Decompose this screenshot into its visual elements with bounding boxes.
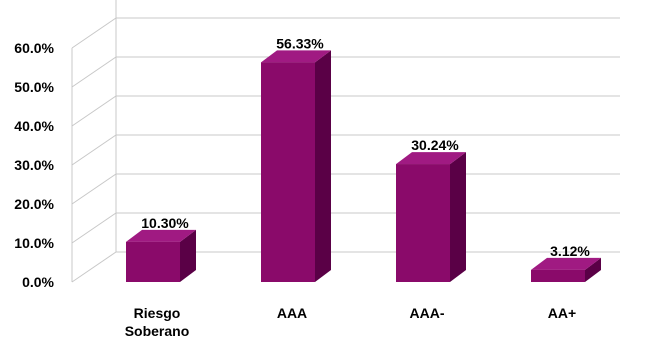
bar-front-face [396, 164, 450, 282]
y-tick-label: 0.0% [22, 274, 54, 290]
bar-front-face [261, 62, 315, 282]
bar-top-face [261, 50, 331, 63]
x-category-label: Riesgo Soberano [125, 305, 190, 339]
y-tick-label: 40.0% [14, 118, 54, 134]
x-category-label-line: AAA [277, 305, 307, 321]
x-category-label: AAA [277, 305, 307, 321]
x-category-label-line: AA+ [548, 305, 576, 321]
x-category-label-line: Soberano [125, 323, 190, 339]
bar-top-face [531, 257, 601, 270]
gridline [71, 95, 620, 127]
bar [531, 257, 601, 282]
x-category-label-line: Riesgo [134, 305, 181, 321]
y-tick-label: 60.0% [14, 40, 54, 56]
bar [396, 152, 466, 282]
bar [126, 229, 196, 282]
x-category-label: AA+ [548, 305, 576, 321]
bar-side-face [585, 257, 601, 282]
data-labels: 10.30% 56.33% 30.24% 3.12% [141, 35, 590, 259]
gridline [71, 134, 620, 166]
data-label: 56.33% [276, 35, 324, 51]
bar-front-face [126, 241, 180, 282]
x-axis-category-labels: Riesgo Soberano AAA AAA- AA+ [125, 305, 576, 339]
bars [126, 50, 601, 282]
bar-top-face [396, 152, 466, 165]
bar-side-face [450, 152, 466, 282]
x-category-label: AAA- [410, 305, 445, 321]
bar-side-face [315, 50, 331, 282]
gridline [71, 56, 620, 88]
y-tick-label: 20.0% [14, 196, 54, 212]
bar-front-face [531, 269, 585, 282]
y-axis-tick-labels: 0.0% 10.0% 20.0% 30.0% 40.0% 50.0% 60.0% [14, 40, 54, 290]
bar-top-face [126, 229, 196, 242]
bar-side-face [180, 229, 196, 282]
gridline [71, 173, 620, 205]
grid-lines [71, 0, 620, 283]
y-tick-label: 50.0% [14, 79, 54, 95]
y-tick-label: 30.0% [14, 157, 54, 173]
y-tick-label: 10.0% [14, 235, 54, 251]
data-label: 3.12% [550, 243, 590, 259]
bar [261, 50, 331, 282]
x-category-label-line: AAA- [410, 305, 445, 321]
data-label: 30.24% [411, 137, 459, 153]
data-label: 10.30% [141, 215, 189, 231]
gridline [71, 17, 620, 49]
